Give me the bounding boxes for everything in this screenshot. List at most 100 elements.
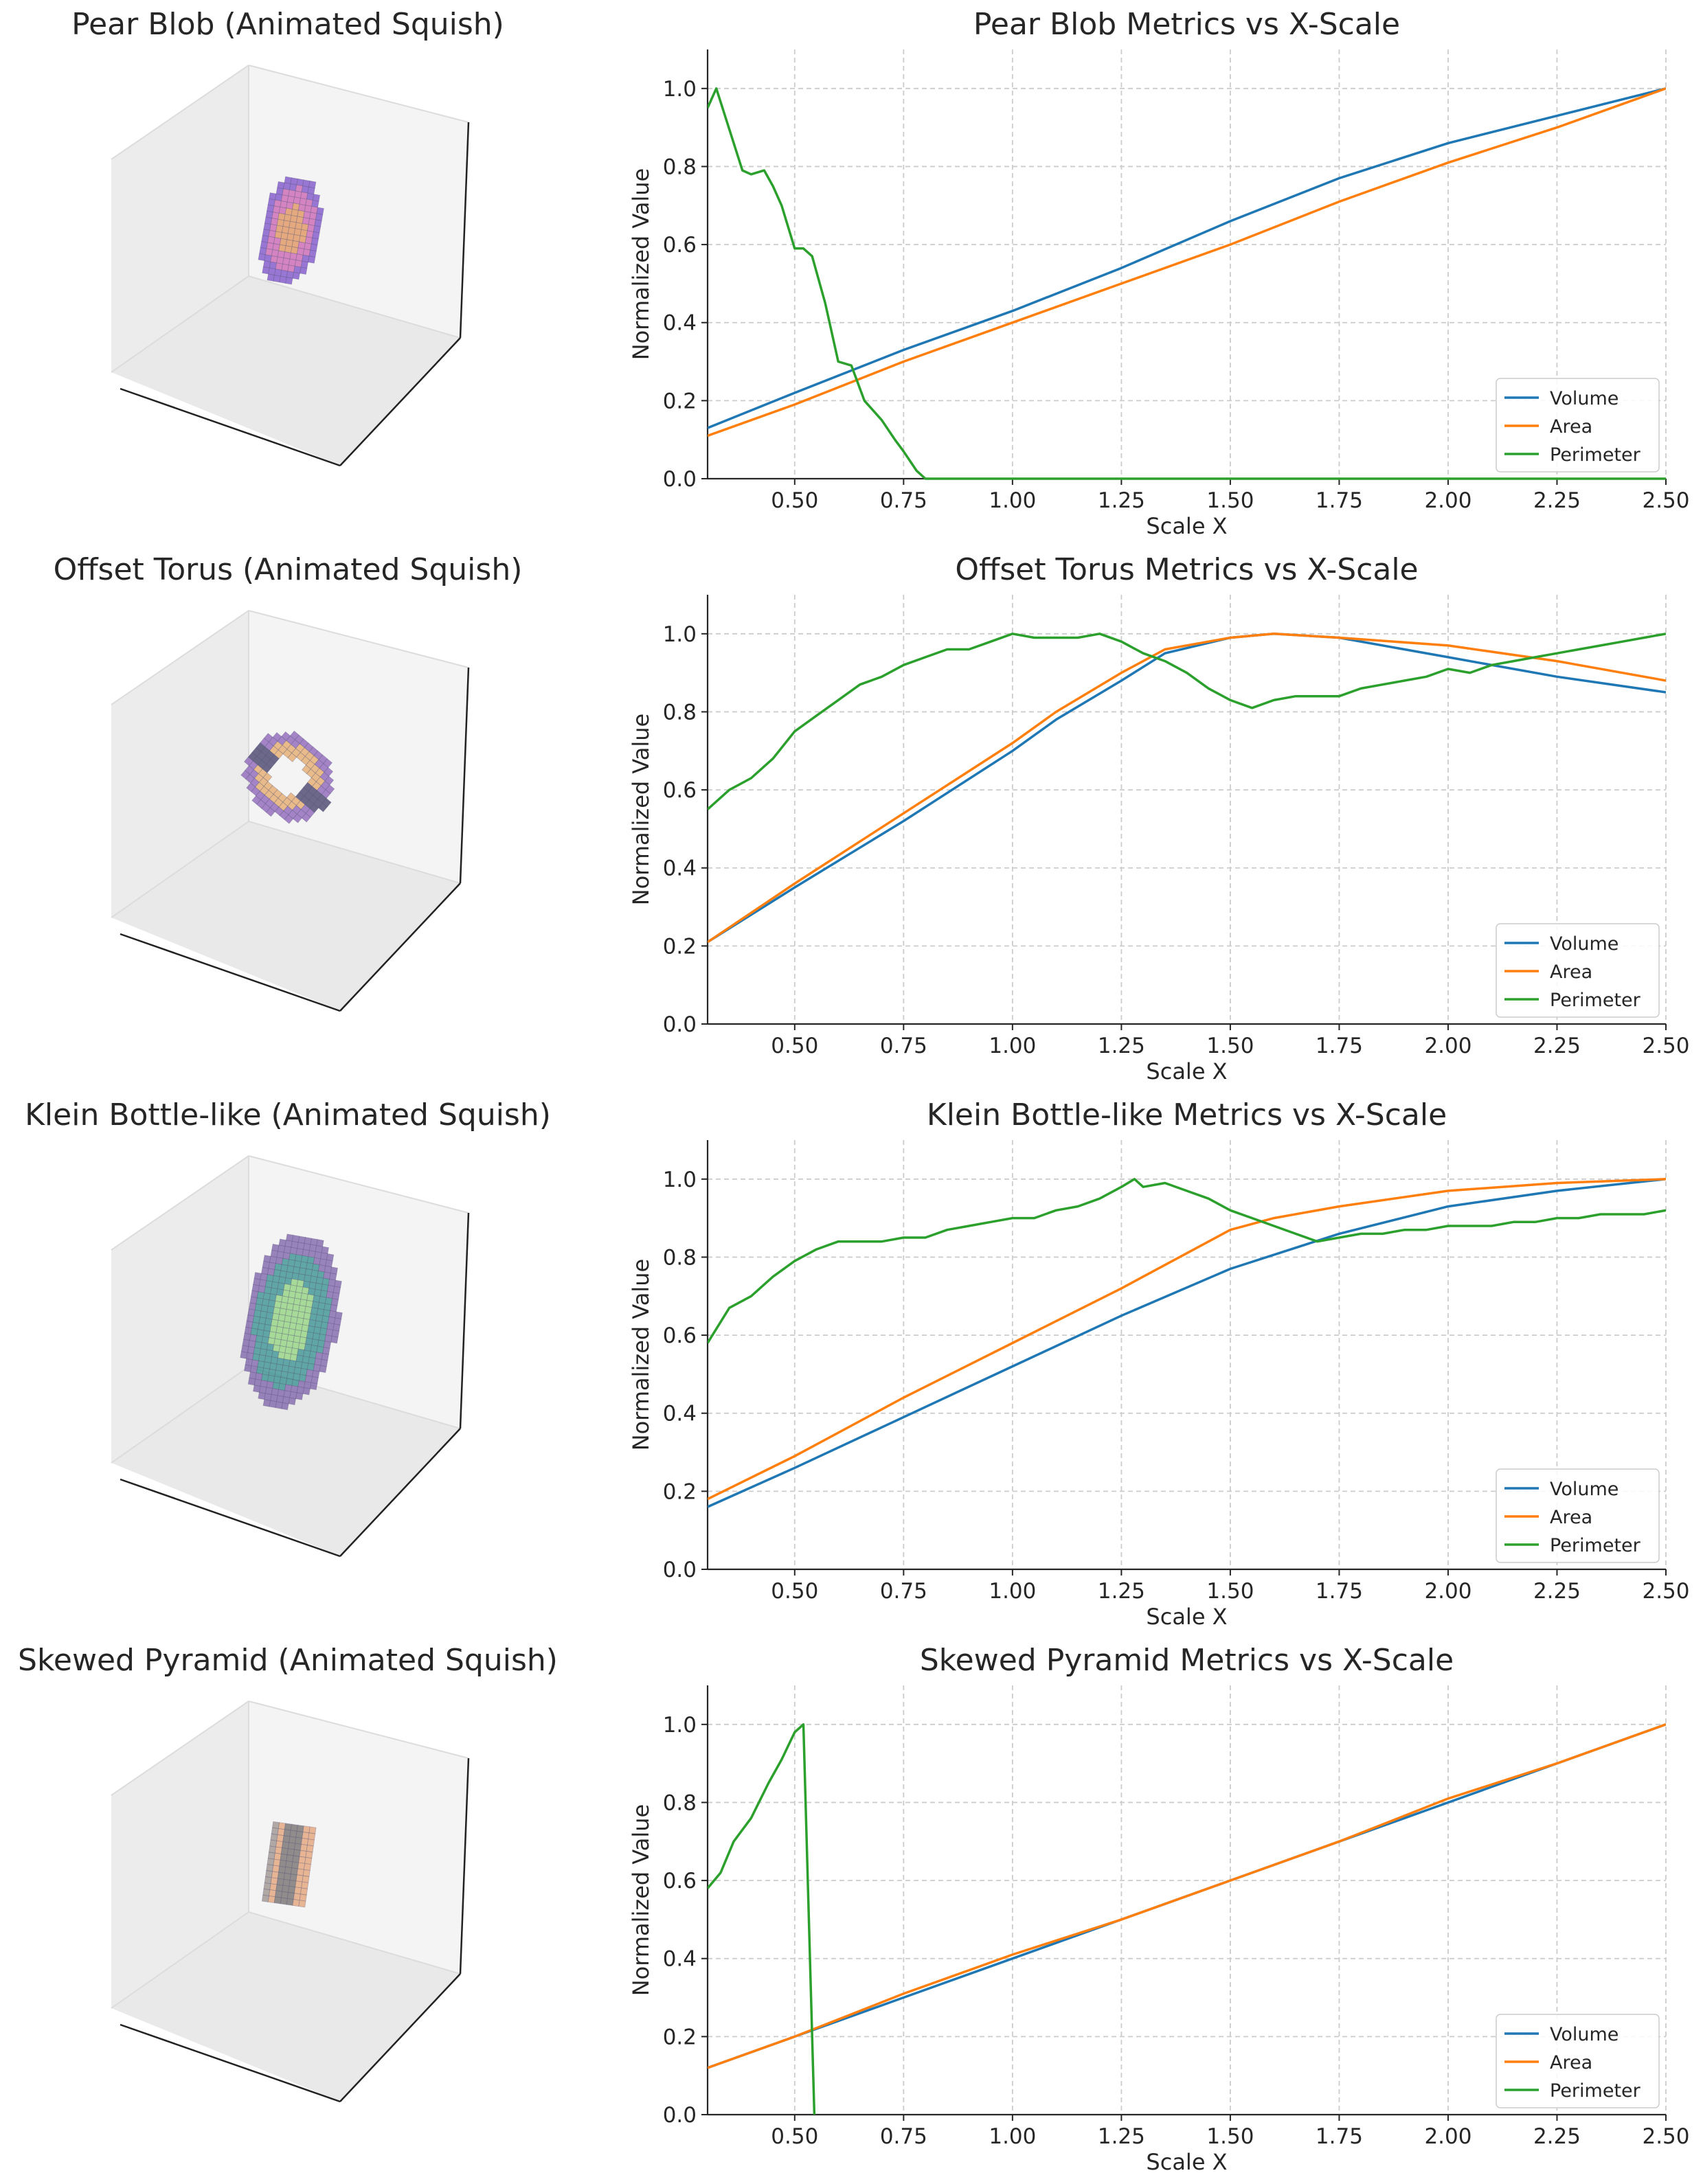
y-tick-label: 0.6 [663, 1323, 697, 1348]
y-tick-label: 0.0 [663, 1558, 697, 1582]
x-tick-label: 1.00 [989, 2124, 1036, 2149]
x-tick-label: 1.25 [1098, 1034, 1145, 1058]
voxel [283, 1872, 291, 1880]
x-tick-label: 2.50 [1642, 2124, 1689, 2149]
voxel [273, 1852, 282, 1861]
x-tick-label: 2.50 [1642, 488, 1689, 513]
pane-floor [111, 1912, 460, 2102]
y-tick-label: 0.6 [663, 1869, 697, 1893]
y-axis-label: Normalized Value [628, 168, 654, 361]
y-tick-label: 0.0 [663, 467, 697, 492]
voxel [306, 1839, 315, 1847]
voxel [296, 1824, 304, 1832]
x-tick-label: 1.75 [1316, 488, 1363, 513]
legend-entry: Area [1550, 962, 1592, 983]
voxel [282, 1878, 291, 1887]
x-tick-label: 2.00 [1424, 2124, 1471, 2149]
legend-box [1496, 378, 1660, 473]
pane-left [111, 1156, 249, 1463]
panel3d-title: Klein Bottle-like (Animated Squish) [25, 1097, 551, 1133]
y-tick-label: 1.0 [663, 77, 697, 102]
pane-edge [248, 1700, 469, 1759]
series-line-area [708, 633, 1666, 944]
voxel [275, 1884, 284, 1892]
voxel [271, 1871, 279, 1879]
voxel [280, 1891, 289, 1899]
axis-y3d [339, 1973, 461, 2102]
y-axis-label: Normalized Value [628, 1259, 654, 1451]
x-tick-label: 0.75 [880, 488, 927, 513]
voxel [293, 1893, 301, 1901]
voxel [295, 1874, 304, 1882]
voxel [299, 266, 308, 275]
voxel [289, 1830, 297, 1838]
voxel [303, 1863, 312, 1871]
voxel [277, 1872, 285, 1880]
voxel-object [258, 176, 324, 285]
legend-entry: Area [1550, 2052, 1592, 2073]
pane-edge [111, 821, 249, 918]
axis-z3d [459, 1212, 470, 1429]
pane-floor [111, 821, 460, 1011]
series-line-area [708, 1178, 1666, 1501]
voxel [309, 1382, 318, 1391]
x-tick-label: 0.50 [771, 488, 818, 513]
pane-edge [248, 275, 461, 339]
y-tick-label: 0.2 [663, 934, 697, 959]
voxel [270, 1833, 278, 1841]
x-tick-label: 2.25 [1533, 1579, 1581, 1604]
voxel [287, 1842, 296, 1850]
voxel [275, 1890, 283, 1898]
voxel [286, 1898, 294, 1906]
x-tick-label: 1.75 [1316, 1034, 1363, 1058]
y-tick-label: 0.4 [663, 856, 697, 881]
y-tick-label: 0.4 [663, 1947, 697, 1972]
legend-entry: Area [1550, 416, 1592, 437]
voxel [295, 1830, 304, 1839]
voxel [280, 1897, 288, 1905]
x-axis-label: Scale X [1146, 2149, 1227, 2175]
voxel [295, 1836, 303, 1845]
voxel [319, 1365, 327, 1374]
pane-edge [111, 65, 249, 160]
axis-x3d [120, 2023, 341, 2103]
voxel [287, 753, 297, 762]
x-tick-label: 1.00 [989, 488, 1036, 513]
voxel [302, 1387, 311, 1396]
panel3d-3: Skewed Pyramid (Animated Squish) [18, 1643, 558, 2103]
x-tick-label: 0.75 [880, 1034, 927, 1058]
voxel [300, 1887, 308, 1896]
x-tick-label: 2.50 [1642, 1579, 1689, 1604]
voxel [298, 1856, 306, 1864]
voxel-object [240, 730, 335, 824]
voxel [300, 1843, 308, 1852]
axis-y3d [339, 1428, 461, 1557]
legend-entry: Volume [1550, 933, 1619, 955]
panel3d-title: Pear Blob (Animated Squish) [71, 7, 504, 42]
voxel [289, 1880, 297, 1888]
voxel [284, 1823, 292, 1831]
voxel [289, 1836, 297, 1844]
y-tick-label: 0.8 [663, 700, 697, 725]
pane-floor [111, 276, 460, 466]
voxel [278, 1822, 286, 1830]
series-line-perimeter [708, 633, 1666, 810]
voxel [269, 1889, 277, 1898]
voxel [269, 1839, 278, 1847]
voxel [302, 1875, 310, 1883]
pane-left [111, 1701, 249, 2008]
x-tick-label: 2.00 [1424, 488, 1471, 513]
x-axis-label: Scale X [1146, 1058, 1227, 1084]
voxel [290, 1867, 298, 1876]
x-tick-label: 1.50 [1206, 1034, 1254, 1058]
voxel [273, 1858, 281, 1867]
x-tick-label: 0.50 [771, 1579, 818, 1604]
voxel [271, 1821, 280, 1829]
voxel [274, 1846, 282, 1854]
legend-entry: Volume [1550, 1479, 1619, 1500]
chart-title: Skewed Pyramid Metrics vs X-Scale [920, 1643, 1454, 1678]
voxel [295, 1392, 304, 1400]
x-tick-label: 1.50 [1206, 1579, 1254, 1604]
voxel [275, 1840, 284, 1848]
